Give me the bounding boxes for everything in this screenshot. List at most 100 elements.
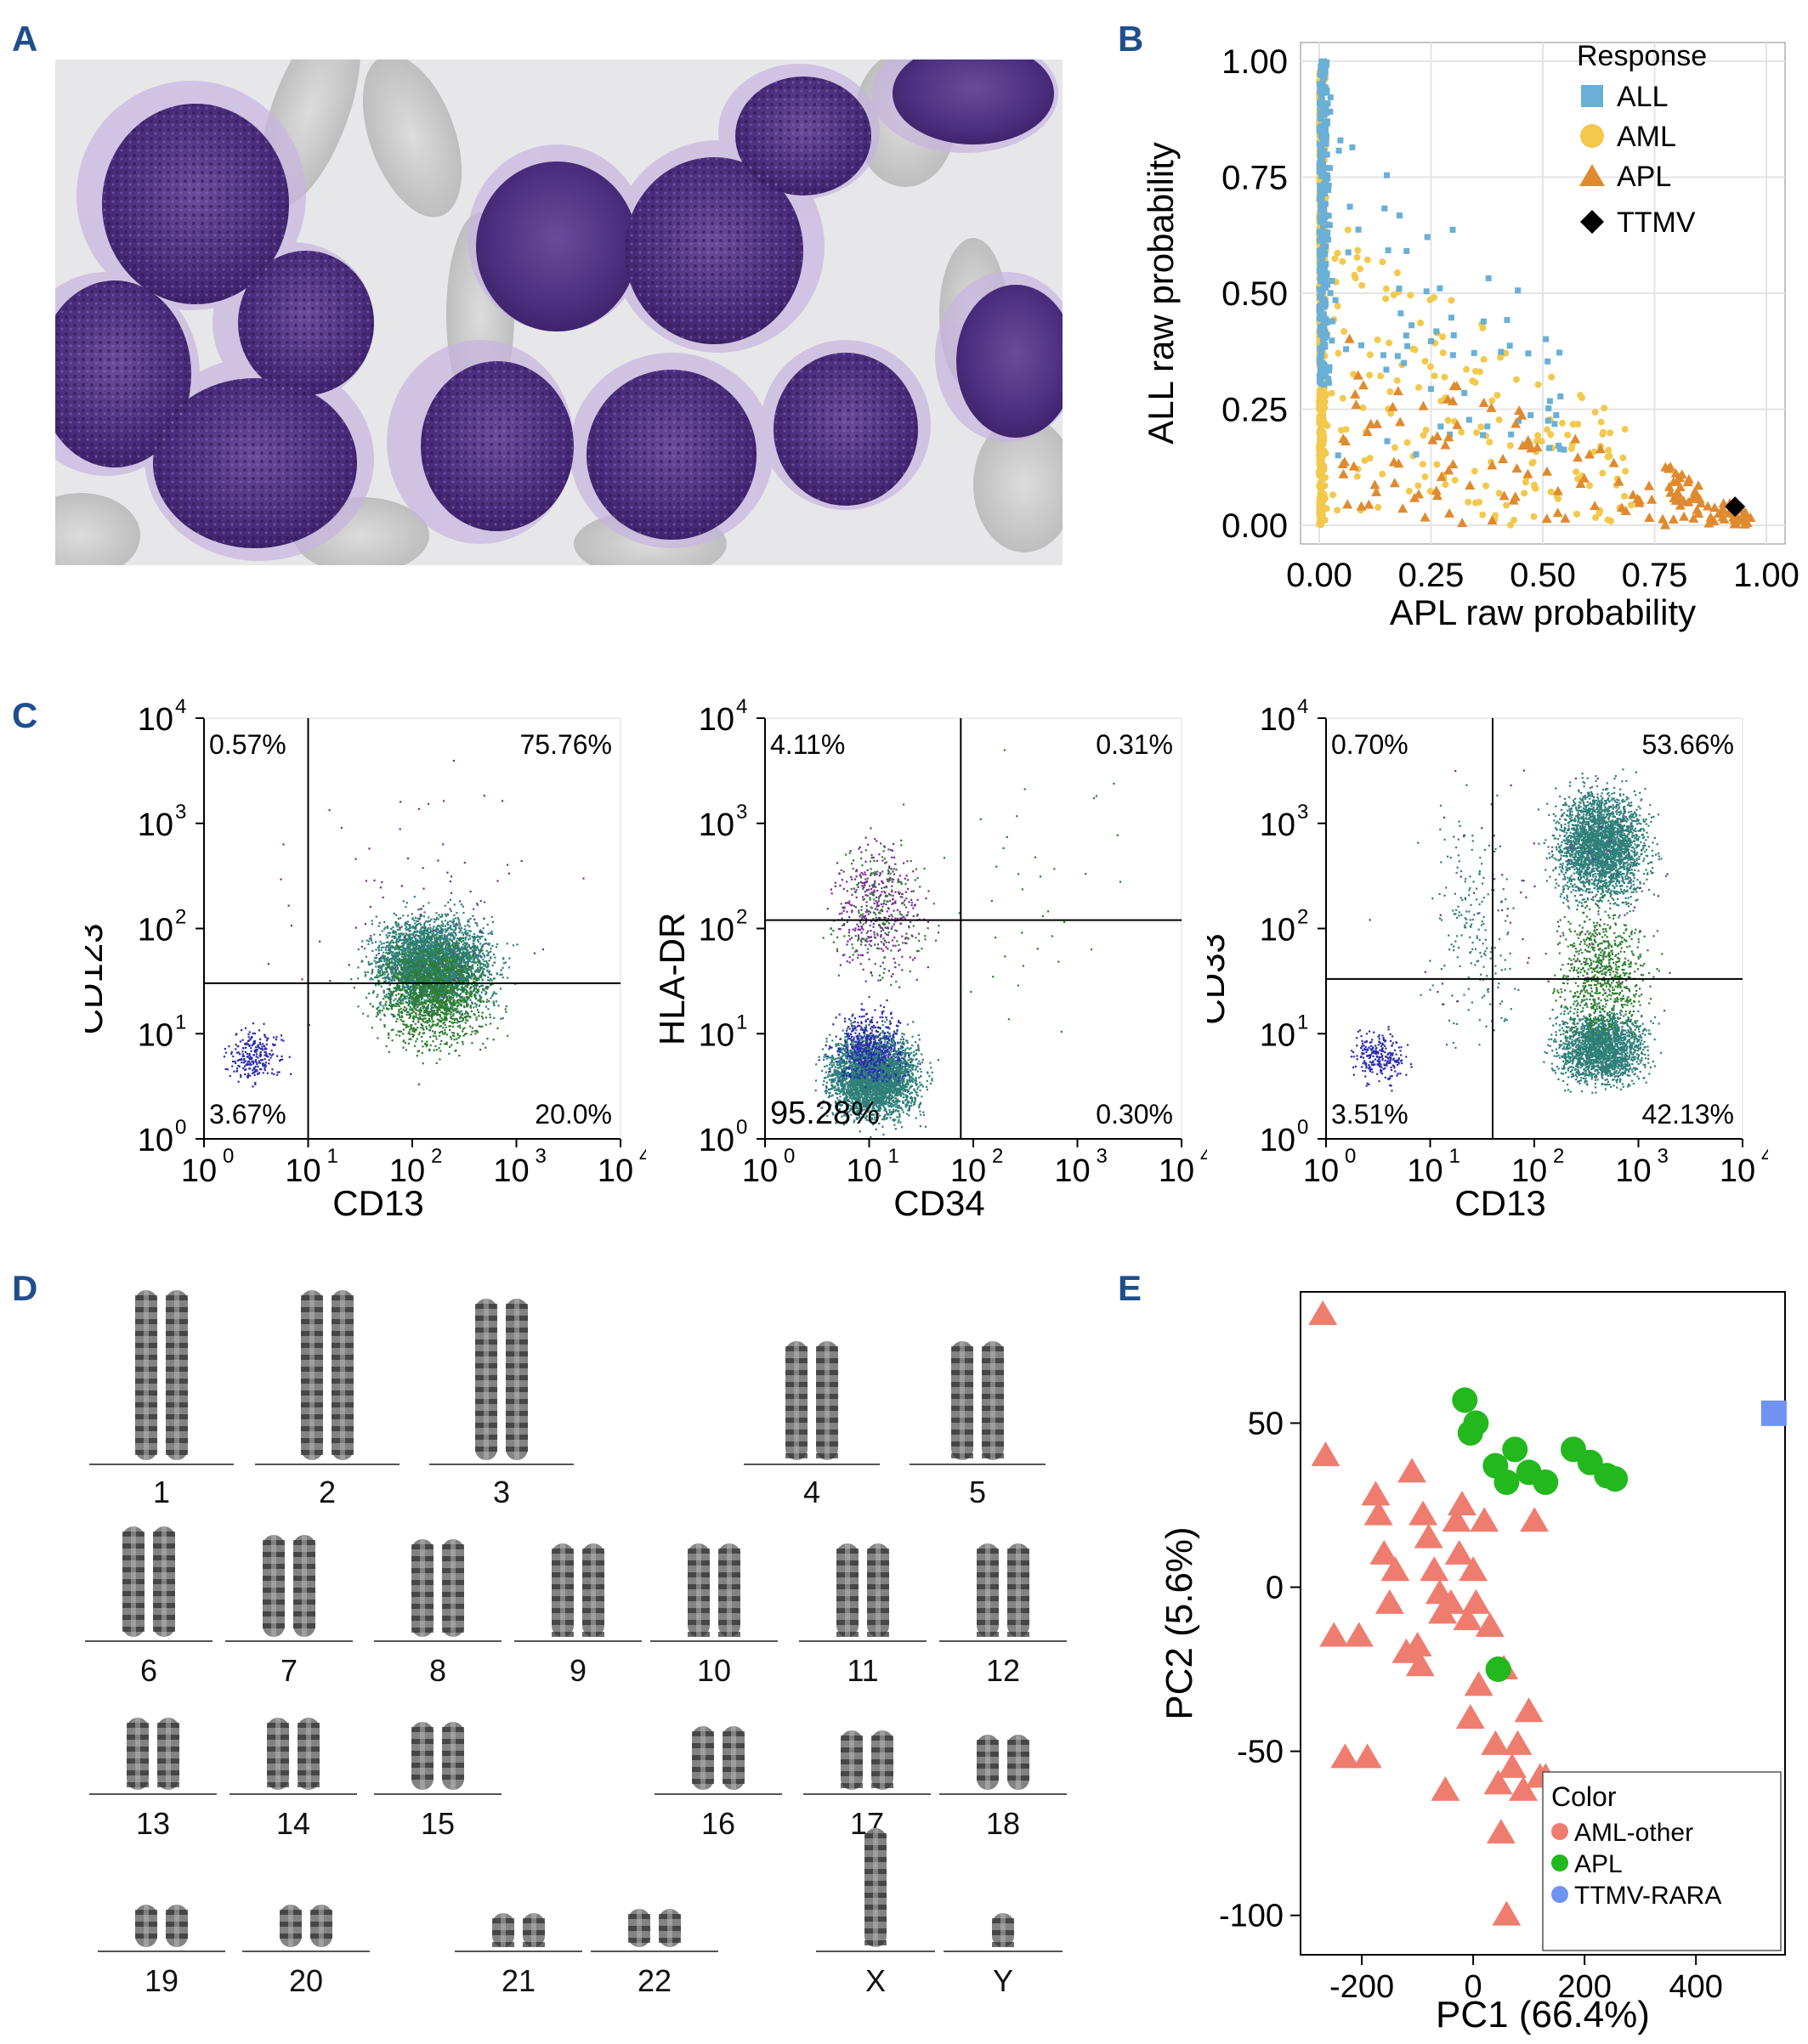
apl-point: [1584, 449, 1595, 459]
all-point: [1508, 431, 1515, 438]
flow-event: [471, 965, 473, 967]
aml-point: [1439, 333, 1447, 341]
flow-event: [396, 937, 399, 940]
flow-event: [512, 944, 515, 947]
flow-event: [439, 1014, 442, 1016]
flow-event: [428, 947, 430, 949]
aml-point: [1359, 404, 1367, 411]
flow-event: [444, 948, 446, 951]
flow-event: [411, 977, 413, 980]
all-point: [1401, 360, 1408, 366]
flow-event: [371, 942, 374, 944]
all-point: [1316, 82, 1323, 88]
all-point: [1323, 165, 1330, 172]
flow-event: [375, 948, 377, 951]
flow-event: [430, 961, 434, 965]
flow-event: [425, 990, 428, 993]
flow-event: [439, 938, 442, 941]
flow-event: [417, 920, 419, 922]
aml-point: [1317, 495, 1324, 503]
flow-event: [495, 993, 497, 995]
flow-event: [486, 999, 489, 1001]
all-point: [1316, 309, 1323, 315]
aml-point: [1619, 454, 1627, 461]
apl-point: [1431, 485, 1442, 495]
flow-event: [446, 921, 450, 924]
apl-point: [1392, 386, 1403, 396]
aml-point: [1334, 507, 1341, 514]
flow-event: [436, 937, 439, 941]
flow-event: [455, 1009, 457, 1012]
flow-event: [399, 928, 401, 931]
flow-event: [412, 975, 415, 977]
flow-event: [467, 956, 469, 960]
flow-event: [429, 943, 432, 945]
flow-event: [416, 994, 418, 996]
flow-event: [485, 961, 489, 965]
flow-event: [442, 971, 445, 973]
apl-point: [1443, 432, 1454, 442]
flow-event: [416, 957, 418, 960]
flow-event: [429, 931, 432, 934]
flow-event: [405, 965, 407, 969]
flow-event: [479, 943, 482, 945]
flow-event: [378, 933, 382, 937]
flow-event: [481, 948, 484, 952]
flow-event: [405, 980, 407, 983]
flow-event: [382, 963, 384, 965]
flow-event: [456, 948, 459, 950]
flow-event: [422, 988, 425, 991]
flow-event: [417, 955, 419, 959]
flow-event: [405, 992, 408, 994]
aml-point: [1431, 372, 1438, 380]
flow-event: [410, 979, 413, 982]
all-point: [1551, 421, 1558, 427]
flow-event: [430, 1005, 433, 1007]
flow-event: [431, 972, 434, 975]
aml-point: [1530, 512, 1538, 520]
flow-event: [393, 931, 395, 934]
flow-event: [412, 963, 416, 965]
flow-event: [422, 943, 425, 946]
aml-point: [1393, 377, 1401, 384]
flow-event: [397, 984, 400, 987]
flow-event: [419, 932, 422, 935]
flow-event: [435, 916, 439, 920]
all-point: [1408, 322, 1415, 329]
all-point: [1384, 438, 1391, 444]
apl-point: [1436, 471, 1447, 481]
apl-point: [1675, 482, 1686, 492]
all-point: [1556, 445, 1563, 452]
flow-event: [477, 966, 479, 970]
flow-event: [391, 935, 394, 937]
flow-event: [404, 965, 406, 967]
flow-event: [400, 932, 403, 935]
flow-event: [477, 999, 479, 1002]
aml-point: [1590, 448, 1598, 456]
flow-event: [411, 995, 413, 998]
flow-event: [387, 931, 389, 934]
flow-event: [441, 953, 445, 955]
apl-point: [1608, 457, 1619, 467]
aml-point: [1472, 367, 1480, 375]
flow-event: [451, 933, 454, 936]
x-tick-label: 1.00: [1733, 557, 1799, 594]
flow-event: [375, 983, 377, 986]
all-point: [1326, 367, 1333, 374]
apl-point: [1443, 465, 1454, 475]
flow-event: [491, 964, 494, 967]
all-point: [1323, 316, 1329, 323]
all-point: [1326, 364, 1333, 371]
flow-event: [473, 956, 476, 959]
flow-event: [467, 958, 469, 961]
aml-point: [1480, 355, 1488, 363]
flow-event: [465, 994, 468, 996]
flow-event: [455, 926, 457, 929]
flow-event: [451, 920, 453, 923]
apl-point: [1709, 502, 1720, 512]
flow-event: [395, 964, 398, 966]
flow-event: [384, 996, 387, 999]
apl-point: [1688, 512, 1699, 523]
aml-point: [1595, 509, 1603, 517]
flow-event: [448, 948, 451, 951]
